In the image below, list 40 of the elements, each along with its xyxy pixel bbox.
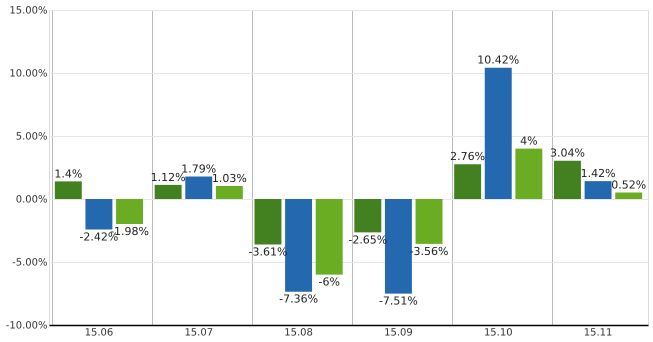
- y-tick-label: 0.00%: [16, 194, 48, 206]
- x-tick-label: 15.11: [584, 328, 612, 338]
- bar: [615, 192, 642, 199]
- y-tick-label: 15.00%: [9, 6, 48, 16]
- data-label: 2.76%: [450, 150, 486, 164]
- bar: [54, 181, 82, 199]
- x-tick-label: 15.10: [484, 328, 513, 338]
- y-tick-label: 10.00%: [9, 68, 48, 80]
- data-label: 10.42%: [477, 54, 520, 67]
- bar: [216, 186, 243, 199]
- bar: [254, 199, 282, 244]
- bar: [185, 176, 212, 199]
- bar: [116, 199, 144, 224]
- y-tick-label: 5.00%: [16, 132, 48, 142]
- data-label: 4%: [520, 134, 538, 148]
- bar: [454, 164, 482, 199]
- x-tick-label: 15.06: [84, 328, 114, 338]
- bar: [416, 199, 443, 244]
- data-label: 3.04%: [550, 146, 585, 160]
- bar: [554, 160, 581, 199]
- bar: [354, 199, 382, 232]
- y-tick-label: -5.00%: [12, 258, 48, 268]
- bar: [384, 199, 412, 294]
- x-tick-label: 15.08: [284, 328, 313, 338]
- data-label: -6%: [318, 276, 340, 289]
- y-tick-label: -10.00%: [6, 320, 48, 332]
- bar: [316, 199, 343, 275]
- data-label: 0.52%: [611, 178, 646, 192]
- data-label: 1.4%: [54, 167, 82, 180]
- bar: [154, 184, 182, 199]
- bar: [484, 68, 512, 199]
- data-label: -7.36%: [279, 292, 318, 306]
- x-tick-label: 15.09: [384, 328, 413, 338]
- data-label: -7.51%: [378, 294, 418, 308]
- bar: [584, 181, 612, 199]
- bar: [85, 199, 112, 230]
- bar: [515, 148, 542, 199]
- x-tick-label: 15.07: [184, 328, 214, 338]
- bar: [285, 199, 312, 292]
- data-label: 1.42%: [580, 167, 616, 180]
